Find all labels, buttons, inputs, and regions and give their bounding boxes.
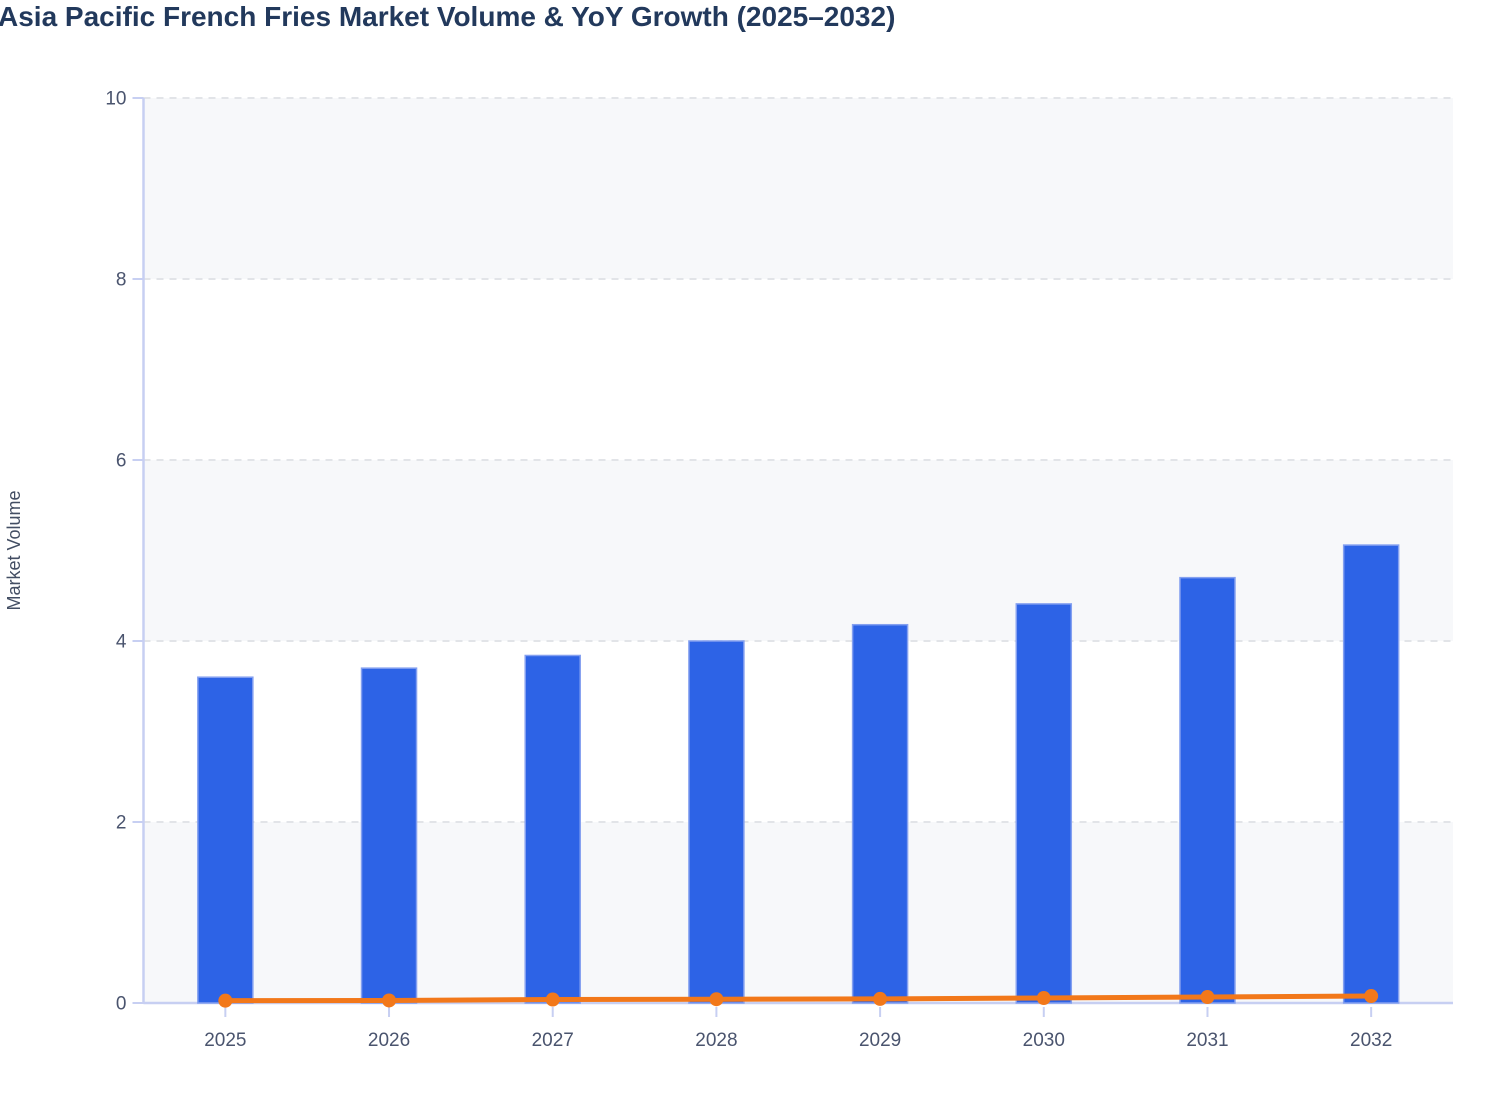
growth-marker-2025: [218, 993, 233, 1008]
chart-title: Asia Pacific French Fries Market Volume …: [0, 1, 896, 32]
x-tick-label: 2029: [859, 1030, 901, 1051]
growth-marker-2027: [545, 992, 560, 1007]
plot-band: [143, 822, 1453, 1003]
x-tick-label: 2028: [695, 1030, 737, 1051]
growth-marker-2032: [1364, 989, 1379, 1004]
volume-bar-2030: [1015, 603, 1073, 1004]
plot-band: [143, 98, 1453, 279]
x-tick-label: 2025: [204, 1030, 246, 1051]
x-tick-label: 2026: [368, 1030, 410, 1051]
plot-band: [143, 460, 1453, 641]
volume-bar-2032: [1342, 544, 1400, 1004]
y-tick-label: 2: [116, 813, 127, 834]
y-tick-label: 4: [116, 632, 127, 653]
y-tick-label: 8: [116, 270, 127, 291]
volume-bar-2026: [360, 667, 418, 1004]
y-tick-label: 0: [116, 994, 127, 1015]
growth-marker-2029: [873, 991, 888, 1006]
volume-bar-2028: [688, 640, 745, 1004]
growth-line: [222, 993, 1374, 1004]
growth-marker-2030: [1036, 991, 1051, 1006]
x-tick-label: 2031: [1186, 1030, 1228, 1051]
volume-bar-2025: [197, 676, 254, 1004]
y-tick-label: 10: [105, 89, 126, 110]
growth-marker-2028: [709, 992, 724, 1007]
x-tick-label: 2030: [1023, 1030, 1065, 1051]
volume-bar-2031: [1179, 576, 1236, 1004]
growth-marker-2026: [382, 993, 397, 1008]
volume-bar-2029: [851, 623, 909, 1004]
growth-marker-2031: [1200, 990, 1215, 1005]
y-axis-title: Market Volume: [4, 490, 24, 610]
volume-bar-2027: [524, 654, 581, 1004]
x-tick-label: 2032: [1350, 1030, 1392, 1051]
x-tick-label: 2027: [532, 1030, 574, 1051]
y-tick-label: 6: [116, 451, 127, 472]
